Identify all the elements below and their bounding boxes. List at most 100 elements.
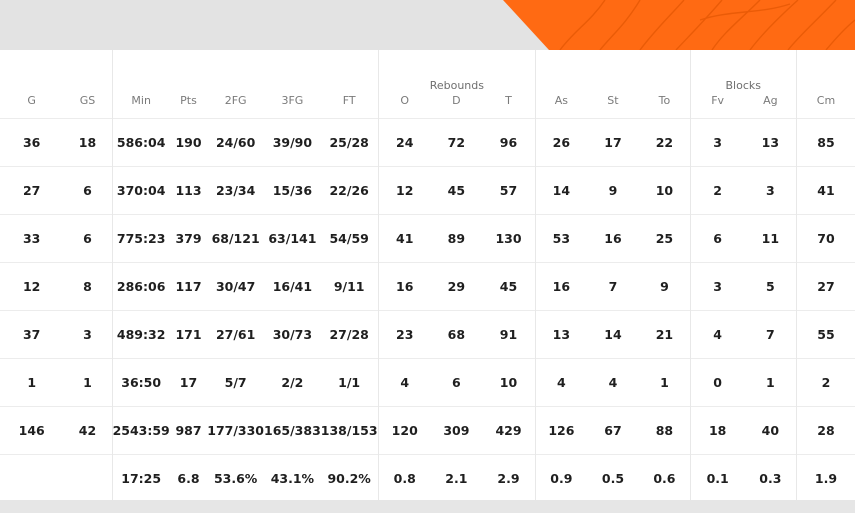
column-header: Min [111, 94, 170, 119]
stat-cell: 29 [430, 262, 482, 311]
table-row: 146 42 2543:59 987 177/330 165/383 138/153 120 3… [0, 406, 855, 455]
stat-cell: 16/41 [264, 262, 321, 311]
stat-cell: 27/28 [320, 310, 379, 359]
stat-cell: 3 [689, 118, 745, 167]
stat-cell: 4 [377, 358, 431, 407]
stat-cell: 0.8 [377, 454, 431, 500]
stat-cell: 27 [0, 166, 64, 215]
stat-cell: 22/26 [320, 166, 379, 215]
stat-cell: 9 [586, 166, 640, 215]
stat-cell: 10 [481, 358, 536, 407]
stat-cell [0, 454, 64, 500]
stat-cell: 0.9 [535, 454, 587, 500]
stat-cell: 2.9 [481, 454, 536, 500]
stat-cell: 90.2% [320, 454, 379, 500]
stat-cell: 18 [689, 406, 745, 455]
table-row: 12 8 286:06 117 30/47 16/41 9/11 16 29 45 16 7 9 3 5 27 [0, 262, 855, 311]
stat-cell: 41 [377, 214, 431, 263]
stat-cell: 5/7 [207, 358, 265, 407]
stat-cell: 190 [169, 118, 208, 167]
stat-cell: 177/330 [207, 406, 265, 455]
stat-cell: 33 [0, 214, 64, 263]
stat-cell: 775:23 [111, 214, 170, 263]
stat-cell: 4 [689, 310, 745, 359]
stat-cell: 429 [481, 406, 536, 455]
stat-cell: 22 [639, 118, 691, 167]
stat-cell: 13 [535, 310, 587, 359]
stat-cell: 6 [63, 214, 113, 263]
stat-cell: 45 [481, 262, 536, 311]
column-header: To [658, 94, 671, 107]
stat-cell: 126 [535, 406, 587, 455]
stat-cell: 36 [0, 118, 64, 167]
stat-cell: 586:04 [111, 118, 170, 167]
stat-cell: 7 [586, 262, 640, 311]
stat-cell: 13 [744, 118, 797, 167]
page-header-band [0, 0, 855, 50]
stat-cell: 68/121 [207, 214, 265, 263]
stat-cell: 987 [169, 406, 208, 455]
stat-cell: 130 [481, 214, 536, 263]
column-header: G [27, 94, 36, 107]
stat-cell: 165/383 [264, 406, 321, 455]
stat-cell: 54/59 [320, 214, 379, 263]
group-header-shooting [111, 50, 379, 94]
stat-cell: 146 [0, 406, 64, 455]
column-header: Fv [689, 94, 745, 119]
stat-cell: 55 [795, 310, 855, 359]
stat-cell: 0.6 [639, 454, 691, 500]
stat-cell: 36:50 [111, 358, 170, 407]
group-header-row: Rebounds Blocks [0, 50, 855, 94]
stat-cell: 489:32 [111, 310, 170, 359]
page-footer-band [0, 500, 855, 513]
stat-cell: 3 [689, 262, 745, 311]
stat-cell: 27 [795, 262, 855, 311]
column-header: 3FG [281, 94, 304, 107]
stat-cell: 1 [0, 358, 64, 407]
stat-cell: 2 [689, 166, 745, 215]
stat-cell: 14 [535, 166, 587, 215]
stat-cell: 16 [586, 214, 640, 263]
stats-table-body: 36 18 586:04 190 24/60 39/90 25/28 24 72 96 26 17 22… [0, 118, 855, 500]
stat-cell: 2/2 [264, 358, 321, 407]
column-header: Pts [180, 94, 197, 107]
column-header: Cm [795, 94, 855, 119]
stat-cell: 120 [377, 406, 431, 455]
stat-cell: 10 [639, 166, 691, 215]
stat-cell: 57 [481, 166, 536, 215]
stat-cell: 53.6% [207, 454, 265, 500]
stat-cell: 21 [639, 310, 691, 359]
stat-cell: 1/1 [320, 358, 379, 407]
stat-cell: 40 [744, 406, 797, 455]
stat-cell: 27/61 [207, 310, 265, 359]
stat-cell: 0 [689, 358, 745, 407]
stat-cell: 2.1 [430, 454, 482, 500]
stat-cell: 39/90 [264, 118, 321, 167]
stat-cell: 53 [535, 214, 587, 263]
group-header-rebounds: Rebounds [377, 50, 536, 94]
stat-cell: 7 [744, 310, 797, 359]
stat-cell: 309 [430, 406, 482, 455]
stat-cell: 11 [744, 214, 797, 263]
table-row: 37 3 489:32 171 27/61 30/73 27/28 23 68 91 13 14 21 4… [0, 310, 855, 359]
stat-cell: 89 [430, 214, 482, 263]
stat-cell: 18 [63, 118, 113, 167]
column-header: O [377, 94, 431, 119]
stat-cell: 24/60 [207, 118, 265, 167]
stat-cell: 17 [169, 358, 208, 407]
stat-cell: 23/34 [207, 166, 265, 215]
stat-cell: 23 [377, 310, 431, 359]
stat-cell: 45 [430, 166, 482, 215]
group-header-blocks: Blocks [689, 50, 797, 94]
stat-cell: 1.9 [795, 454, 855, 500]
stat-cell: 30/73 [264, 310, 321, 359]
column-header-row: G GS Min Pts 2FG 3FG FT O D T As St To F… [0, 94, 855, 119]
stat-cell: 1 [63, 358, 113, 407]
stat-cell: 379 [169, 214, 208, 263]
stat-cell: 6 [689, 214, 745, 263]
stat-cell: 3 [63, 310, 113, 359]
column-header: T [505, 94, 512, 107]
stat-cell: 91 [481, 310, 536, 359]
decorative-orange-banner [503, 0, 855, 50]
stat-cell: 286:06 [111, 262, 170, 311]
